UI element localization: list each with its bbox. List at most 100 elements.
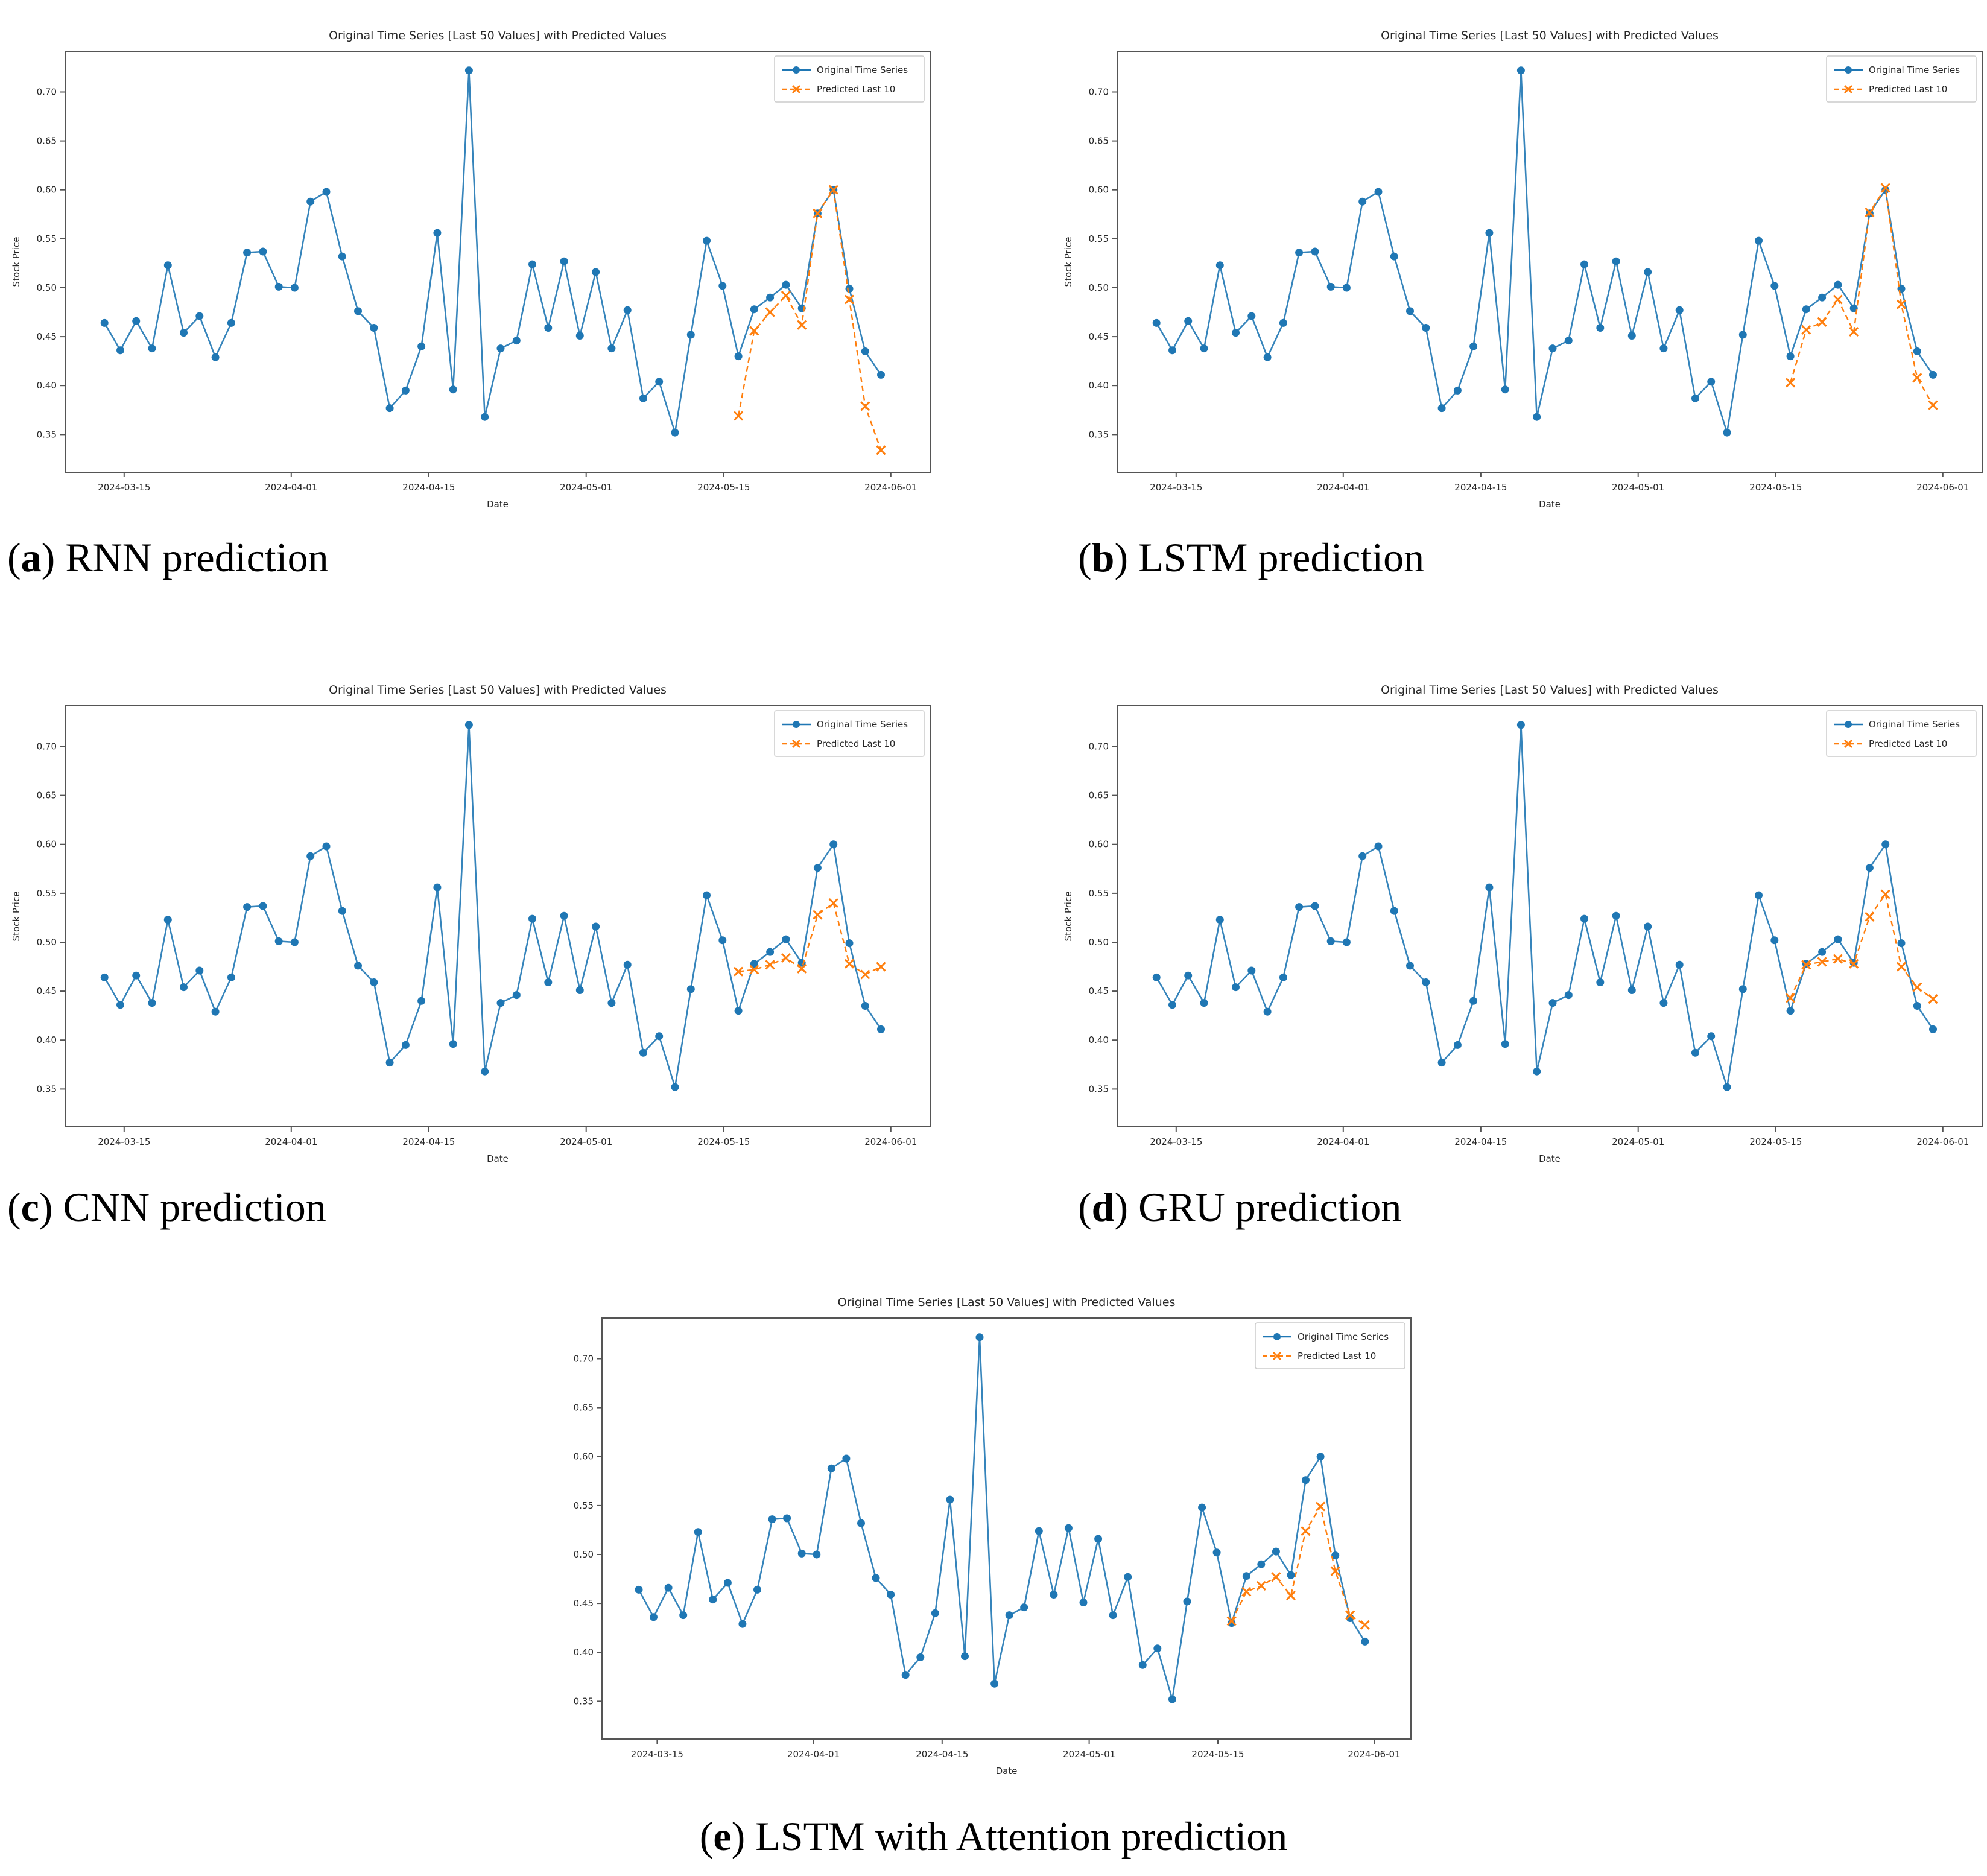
original-series-marker (259, 247, 267, 256)
original-series-marker (1786, 352, 1795, 361)
original-series-marker (1770, 936, 1779, 945)
original-series-marker (211, 353, 220, 361)
original-series-marker (1596, 324, 1605, 332)
chart-title: Original Time Series [Last 50 Values] wi… (329, 683, 667, 697)
original-series-marker (1295, 249, 1304, 257)
original-series-marker (449, 1040, 457, 1048)
y-tick-label: 0.50 (1089, 937, 1109, 948)
original-series-marker (639, 1048, 647, 1057)
original-series-marker (623, 306, 632, 314)
caption-text: GRU prediction (1128, 1184, 1402, 1230)
predicted-series-marker (765, 307, 775, 317)
original-series-marker (180, 983, 188, 992)
original-series-marker (1453, 386, 1462, 395)
original-series-marker (1287, 1571, 1295, 1579)
y-tick-label: 0.65 (37, 790, 57, 801)
original-series-marker (845, 285, 854, 293)
original-series-marker (901, 1671, 910, 1679)
original-series-marker (1124, 1573, 1132, 1581)
y-tick-label: 0.45 (574, 1598, 594, 1609)
original-series-marker (322, 842, 331, 851)
predicted-series-marker (1833, 954, 1843, 964)
original-series-marker (1361, 1637, 1369, 1646)
original-series-marker (1242, 1572, 1250, 1580)
predicted-series-marker (1928, 994, 1938, 1004)
x-tick-label: 2024-05-15 (1749, 482, 1802, 493)
legend-original-label: Original Time Series (817, 65, 908, 75)
y-tick-label: 0.70 (37, 87, 57, 98)
original-series-marker (1035, 1527, 1043, 1535)
y-tick-label: 0.55 (574, 1500, 594, 1511)
legend-original-label: Original Time Series (1298, 1331, 1389, 1342)
predicted-series-line (1231, 1504, 1366, 1626)
original-series-marker (163, 916, 172, 924)
predicted-series-marker (1285, 1591, 1296, 1601)
original-series-marker (783, 1514, 791, 1523)
original-series-marker (797, 1549, 806, 1558)
original-series-marker (639, 394, 647, 402)
original-series-marker (1005, 1611, 1013, 1620)
original-series-marker (671, 428, 679, 437)
original-series-marker (464, 66, 473, 75)
y-tick-label: 0.35 (37, 429, 57, 440)
predicted-series-marker (1865, 208, 1875, 218)
predicted-series-line (737, 188, 882, 451)
legend-predicted-marker (1843, 739, 1853, 749)
original-series-marker (718, 936, 727, 945)
original-series-marker (877, 1025, 885, 1033)
legend-box (1826, 55, 1977, 103)
original-series-marker (274, 282, 283, 291)
caption-paren: ) (39, 1184, 53, 1230)
predicted-series-marker (844, 959, 855, 969)
x-tick-label: 2024-03-15 (1150, 482, 1202, 493)
legend-predicted-marker (1272, 1351, 1282, 1361)
predicted-series-marker (1316, 1501, 1326, 1512)
x-tick-label: 2024-03-15 (98, 1136, 150, 1147)
caption-a: (a) RNN prediction (7, 534, 329, 581)
caption-b: (b) LSTM prediction (1078, 534, 1424, 581)
original-series-marker (1707, 378, 1716, 386)
original-series-marker (1257, 1560, 1266, 1568)
original-series-marker (1612, 257, 1620, 265)
original-series-marker (1422, 978, 1430, 986)
original-series-marker (734, 352, 743, 361)
predicted-series-marker (1896, 299, 1907, 309)
original-series-marker (1232, 983, 1240, 992)
x-tick-label: 2024-05-01 (560, 482, 612, 493)
original-series-marker (290, 284, 299, 292)
original-series-marker (163, 261, 172, 270)
original-series-marker (290, 938, 299, 946)
plot-frame (65, 705, 931, 1127)
original-series-marker (1533, 413, 1541, 421)
original-series-marker (1738, 331, 1747, 339)
x-tick-label: 2024-04-01 (1317, 482, 1369, 493)
y-tick-label: 0.65 (574, 1402, 594, 1413)
original-series-marker (1212, 1548, 1221, 1557)
original-series-marker (1232, 329, 1240, 337)
x-tick-label: 2024-04-15 (916, 1749, 968, 1760)
predicted-series-marker (1241, 1586, 1252, 1597)
caption-letter: e (713, 1813, 732, 1859)
original-series-marker (813, 1550, 821, 1559)
caption-text: LSTM with Attention prediction (745, 1813, 1288, 1859)
x-tick-label: 2024-05-15 (697, 1136, 750, 1147)
original-series-marker (1215, 261, 1224, 270)
predicted-series-marker (765, 960, 775, 970)
caption-letter: d (1091, 1184, 1115, 1230)
original-series-marker (1374, 842, 1383, 851)
caption-paren: ) (41, 534, 55, 580)
original-series-marker (1064, 1524, 1073, 1532)
legend-original-marker (793, 721, 800, 728)
original-series-marker (1168, 346, 1176, 355)
predicted-series-marker (828, 185, 838, 195)
y-tick-label: 0.50 (37, 937, 57, 948)
predicted-series-marker (1801, 960, 1811, 970)
original-series-marker (338, 252, 346, 261)
y-tick-label: 0.70 (1089, 741, 1109, 752)
caption-paren: ) (731, 1813, 746, 1859)
original-series-marker (1755, 236, 1763, 245)
original-series-marker (148, 344, 156, 353)
original-series-marker (132, 971, 141, 980)
original-series-marker (1342, 938, 1351, 946)
caption-paren: ) (1114, 1184, 1129, 1230)
